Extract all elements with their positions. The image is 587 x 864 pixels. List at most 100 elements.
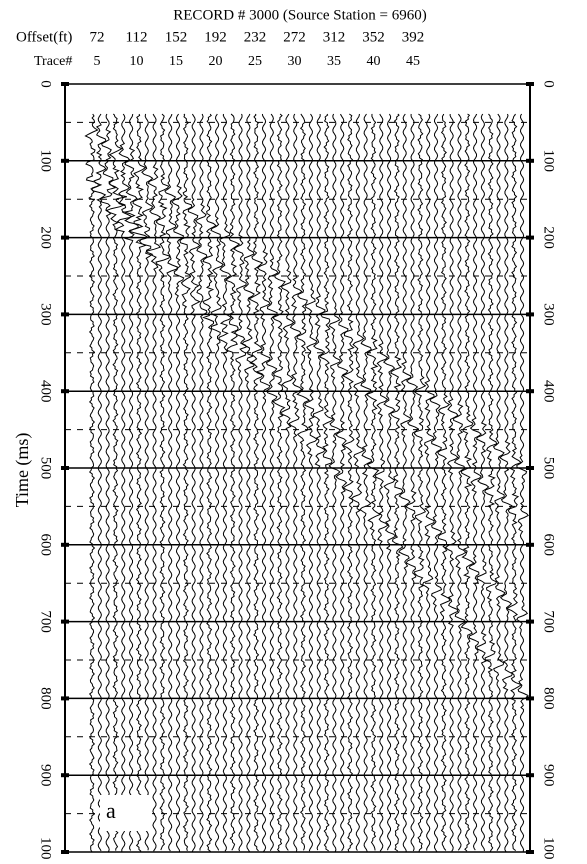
trace-tick-label: 5 [94,54,101,69]
y-tick [526,696,534,701]
trace-wiggle [265,113,279,851]
trace-wiggle [164,113,178,852]
trace-wiggle [187,113,201,852]
trace-wiggle [499,113,514,852]
y-tick-label: 400 [541,380,557,403]
offset-tick-label: 392 [402,29,425,45]
trace-wiggle [210,113,224,851]
trace-wiggle [334,113,349,852]
trace-wiggle [224,113,241,851]
y-tick [61,235,69,240]
y-tick [526,82,534,86]
trace-wiggle [255,113,271,853]
trace-wiggle [468,113,483,851]
y-tick-label: 100 [541,150,557,173]
trace-wiggle [233,113,247,852]
trace-tick-label: 30 [288,54,302,69]
y-tick [61,158,69,163]
trace-wiggle [492,113,506,852]
offset-label: Offset(ft) [16,29,72,45]
trace-tick-label: 35 [327,54,341,69]
trace-wiggle [389,113,404,852]
trace-wiggle [179,113,193,851]
trace-tick-label: 45 [406,54,420,69]
trace-tick-label: 40 [367,54,381,69]
plot-area [84,113,529,853]
y-tick-label: 600 [38,534,54,557]
trace-wiggle [304,113,318,852]
trace-wiggle [247,113,264,852]
trace-wiggle [96,113,117,852]
trace-wiggle [365,113,382,851]
trace-wiggle [194,113,208,851]
y-tick [526,466,534,470]
trace-wiggle [413,113,427,852]
y-tick-label: 800 [541,687,557,710]
y-tick [526,312,534,317]
trace-label: Trace# [34,54,72,69]
y-tick-label: 0 [541,80,557,88]
trace-wiggle [84,113,99,853]
trace-tick-label: 10 [130,54,144,69]
y-tick-label: 500 [541,457,557,480]
trace-tick-label: 25 [248,54,262,69]
trace-wiggle [202,113,217,852]
y-axis-label: Time (ms) [12,433,33,508]
y-tick-label: 1000 [38,837,54,859]
offset-tick-label: 232 [244,29,267,45]
trace-wiggle [155,113,171,851]
trace-wiggle [383,113,397,851]
trace-wiggle [288,113,303,852]
panel-label: a [106,798,116,823]
panel-label-box [100,795,152,831]
offset-tick-label: 312 [323,29,346,45]
y-tick [61,696,69,701]
y-tick-label: 1000 [541,837,557,859]
trace-wiggle [505,113,523,851]
y-tick [526,850,534,854]
trace-wiggle [121,113,144,851]
y-tick-label: 700 [38,610,54,633]
chart-title: RECORD # 3000 (Source Station = 6960) [173,7,426,23]
y-tick [526,619,534,624]
y-tick [526,389,534,394]
trace-wiggle [218,113,233,852]
offset-tick-label: 352 [362,29,385,45]
y-tick [526,158,534,163]
trace-wiggle [444,113,459,852]
trace-wiggle [484,113,498,853]
trace-wiggle [359,113,373,852]
trace-wiggle [460,113,475,852]
y-tick [61,619,69,624]
y-tick [61,850,69,854]
trace-wiggle [328,113,342,853]
trace-wiggle [475,113,490,852]
y-tick-label: 900 [38,764,54,787]
y-tick-label: 700 [541,610,557,633]
y-tick-label: 200 [38,226,54,249]
trace-wiggle [453,113,467,851]
trace-wiggle [241,113,255,853]
offset-tick-label: 272 [283,29,306,45]
y-tick-label: 200 [541,226,557,249]
trace-wiggle [405,113,420,852]
trace-wiggle [318,113,335,852]
trace-wiggle [105,113,128,851]
y-tick [61,542,69,547]
y-tick [61,773,69,778]
y-tick [526,235,534,240]
y-tick [61,312,69,317]
trace-wiggle [350,113,365,851]
y-tick-label: 100 [38,150,54,173]
trace-wiggle [114,113,136,852]
trace-tick-label: 15 [169,54,183,69]
y-tick-label: 300 [541,303,557,326]
y-tick [61,466,69,470]
trace-wiggle [145,113,162,852]
trace-wiggle [437,113,451,851]
y-tick-label: 800 [38,687,54,710]
y-tick [61,389,69,394]
y-tick-label: 300 [38,303,54,326]
